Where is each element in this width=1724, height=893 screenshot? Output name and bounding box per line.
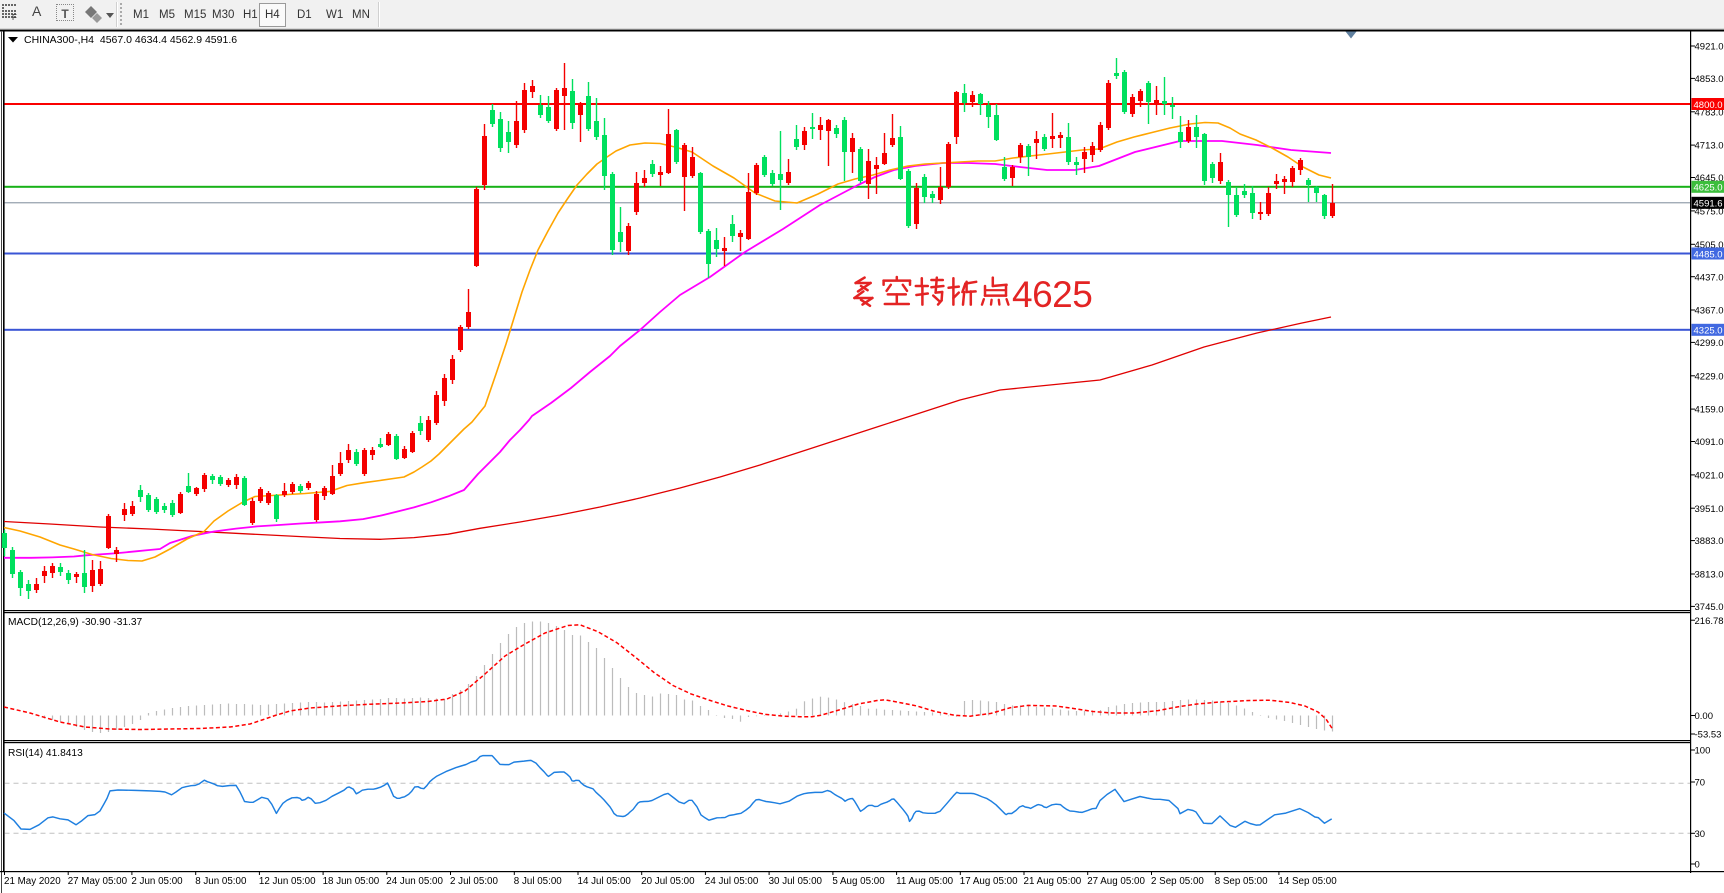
svg-text:3951.0: 3951.0	[1695, 504, 1724, 515]
svg-text:4367.0: 4367.0	[1695, 306, 1724, 317]
svg-text:11 Aug 05:00: 11 Aug 05:00	[896, 876, 954, 887]
svg-text:14 Sep 05:00: 14 Sep 05:00	[1278, 876, 1337, 887]
svg-text:8 Jun 05:00: 8 Jun 05:00	[195, 876, 247, 887]
svg-text:4325.0: 4325.0	[1694, 326, 1723, 337]
svg-text:4437.0: 4437.0	[1695, 272, 1724, 283]
svg-text:8 Sep 05:00: 8 Sep 05:00	[1215, 876, 1268, 887]
svg-text:27 May 05:00: 27 May 05:00	[68, 876, 128, 887]
svg-text:12 Jun 05:00: 12 Jun 05:00	[259, 876, 316, 887]
svg-text:27 Aug 05:00: 27 Aug 05:00	[1087, 876, 1145, 887]
svg-text:30: 30	[1695, 829, 1706, 840]
svg-text:24 Jun 05:00: 24 Jun 05:00	[386, 876, 443, 887]
svg-text:3813.0: 3813.0	[1695, 570, 1724, 581]
svg-text:18 Jun 05:00: 18 Jun 05:00	[323, 876, 380, 887]
svg-text:CHINA300-,H4 4567.0 4634.4 45: CHINA300-,H4 4567.0 4634.4 4562.9 4591.6	[24, 34, 237, 46]
svg-text:2 Jun 05:00: 2 Jun 05:00	[131, 876, 183, 887]
svg-text:2 Sep 05:00: 2 Sep 05:00	[1151, 876, 1204, 887]
svg-text:4713.0: 4713.0	[1695, 141, 1724, 152]
svg-text:4783.0: 4783.0	[1695, 107, 1724, 118]
svg-text:4229.0: 4229.0	[1695, 371, 1724, 382]
svg-text:3883.0: 3883.0	[1695, 536, 1724, 547]
svg-text:8 Jul 05:00: 8 Jul 05:00	[514, 876, 562, 887]
svg-text:-53.53: -53.53	[1695, 730, 1722, 741]
svg-text:4591.6: 4591.6	[1694, 199, 1723, 210]
svg-text:4625.0: 4625.0	[1694, 183, 1723, 194]
svg-text:0.00: 0.00	[1695, 711, 1714, 722]
svg-text:14 Jul 05:00: 14 Jul 05:00	[578, 876, 632, 887]
svg-text:24 Jul 05:00: 24 Jul 05:00	[705, 876, 759, 887]
svg-text:4505.0: 4505.0	[1695, 240, 1724, 251]
svg-text:4575.0: 4575.0	[1695, 207, 1724, 218]
svg-text:F: F	[12, 13, 17, 21]
svg-text:RSI(14) 41.8413: RSI(14) 41.8413	[8, 748, 83, 759]
svg-text:216.78: 216.78	[1695, 616, 1724, 627]
svg-text:4800.0: 4800.0	[1694, 100, 1723, 111]
svg-text:4091.0: 4091.0	[1695, 437, 1724, 448]
svg-text:4021.0: 4021.0	[1695, 471, 1724, 482]
svg-text:2 Jul 05:00: 2 Jul 05:00	[450, 876, 498, 887]
svg-text:3745.0: 3745.0	[1695, 602, 1724, 613]
svg-text:4853.0: 4853.0	[1695, 74, 1724, 85]
svg-text:30 Jul 05:00: 30 Jul 05:00	[769, 876, 823, 887]
svg-text:4485.0: 4485.0	[1694, 249, 1723, 260]
svg-text:4645.0: 4645.0	[1695, 173, 1724, 184]
svg-text:17 Aug 05:00: 17 Aug 05:00	[960, 876, 1018, 887]
svg-text:4921.0: 4921.0	[1695, 42, 1724, 53]
svg-text:100: 100	[1695, 746, 1711, 757]
svg-text:5 Aug 05:00: 5 Aug 05:00	[832, 876, 885, 887]
svg-text:70: 70	[1695, 778, 1706, 789]
svg-text:4625: 4625	[1012, 274, 1092, 315]
svg-text:21 Aug 05:00: 21 Aug 05:00	[1024, 876, 1082, 887]
svg-text:4299.0: 4299.0	[1695, 338, 1724, 349]
svg-text:21 May 2020: 21 May 2020	[4, 876, 61, 887]
svg-text:20 Jul 05:00: 20 Jul 05:00	[641, 876, 695, 887]
svg-text:MACD(12,26,9) -30.90 -31.37: MACD(12,26,9) -30.90 -31.37	[8, 617, 143, 628]
svg-text:0: 0	[1695, 860, 1700, 871]
svg-text:4159.0: 4159.0	[1695, 405, 1724, 416]
